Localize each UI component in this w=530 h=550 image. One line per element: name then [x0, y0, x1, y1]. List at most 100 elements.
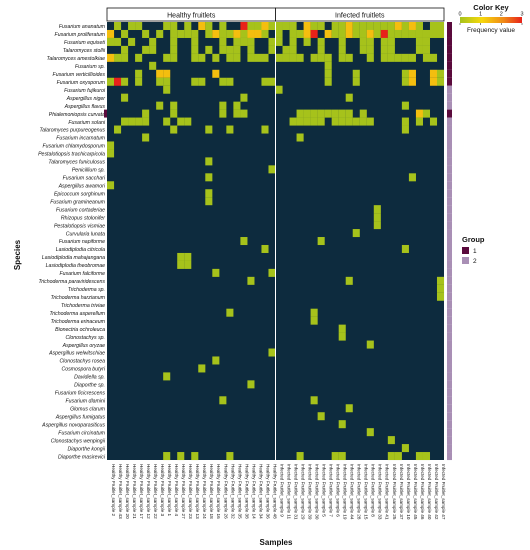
species-label: Phialemoniopsis curvata — [49, 112, 105, 118]
heatmap-cell — [121, 45, 129, 54]
heatmap-cell — [142, 133, 150, 142]
heatmap-cell — [317, 109, 325, 118]
heatmap-cell — [275, 29, 283, 38]
heatmap-cell — [121, 93, 129, 102]
heatmap-cell — [156, 101, 164, 110]
heatmap-cell — [331, 29, 339, 38]
sample-label: Infected Fruitlet_sample 6 — [336, 464, 341, 517]
group-bar-cell — [447, 69, 452, 78]
heatmap-cell — [429, 22, 438, 31]
group-bar-cell — [447, 276, 452, 285]
heatmap-cell — [261, 29, 269, 38]
heatmap-cell — [436, 22, 445, 31]
heatmap-cell — [254, 29, 262, 38]
heatmap-cell — [191, 45, 199, 54]
group-legend-swatch — [462, 247, 469, 254]
heatmap-cell — [170, 22, 178, 31]
group-bar-cell — [447, 149, 452, 158]
heatmap-cell — [219, 45, 227, 54]
heatmap-cell — [191, 29, 199, 38]
group-bar-cell — [447, 260, 452, 269]
heatmap-cell — [135, 69, 143, 78]
heatmap-cell — [254, 53, 262, 62]
species-label: Fusarium verticillioides — [53, 72, 106, 78]
group-bar-cell — [447, 244, 452, 253]
heatmap-cell — [352, 29, 360, 38]
heatmap-cell — [163, 85, 171, 94]
heatmap-cell — [303, 29, 311, 38]
heatmap-cell — [401, 22, 409, 31]
heatmap-cell — [422, 452, 431, 461]
heatmap-cell — [107, 53, 115, 62]
heatmap-cell — [275, 22, 283, 31]
heatmap-cell — [107, 29, 115, 38]
heatmap-cell — [387, 22, 395, 31]
group-bar-cell — [447, 221, 452, 230]
heatmap-cell — [394, 452, 402, 461]
species-label: Talaromyces funiculosus — [48, 160, 105, 166]
heatmap-cell — [233, 109, 241, 118]
heatmap-cell — [401, 444, 409, 453]
species-label: Clonostachys rosea — [59, 359, 105, 365]
heatmap-cell — [324, 61, 332, 70]
group-bar-cell — [447, 45, 452, 54]
heatmap-cell — [380, 22, 388, 31]
heatmap-cell — [142, 45, 150, 54]
group-bar-cell — [447, 388, 452, 397]
species-label: Diaporthe kongii — [68, 446, 106, 452]
group-marker — [104, 109, 107, 118]
heatmap-cell — [149, 45, 157, 54]
heatmap-cell — [121, 117, 129, 126]
sample-label: Healthy Fruitlet_sample 1 — [167, 464, 172, 517]
heatmap-cell — [240, 237, 248, 246]
heatmap-cell — [205, 22, 213, 31]
heatmap-cell — [387, 53, 395, 62]
heatmap-cell — [261, 53, 269, 62]
sample-label: Healthy Fruitlet_sample 13 — [195, 464, 200, 519]
heatmap-cell — [205, 29, 213, 38]
species-label: Fusarium dlamini — [66, 399, 106, 405]
heatmap-cell — [408, 29, 416, 38]
group-bar-cell — [447, 252, 452, 261]
heatmap-cell — [324, 69, 332, 78]
heatmap-cell — [170, 45, 178, 54]
group-bar-cell — [447, 452, 452, 461]
sample-label: Infected Fruitlet_sample 7 — [329, 464, 334, 517]
group-bar-cell — [447, 141, 452, 150]
heatmap-cell — [142, 29, 150, 38]
heatmap-cell — [240, 22, 248, 31]
heatmap-cell — [233, 45, 241, 54]
species-label: Lasiodiplodia mahajangana — [42, 255, 105, 261]
species-labels: Fusarium ananatum Fusarium proliferatum Fu… — [38, 24, 106, 460]
heatmap-cell — [205, 157, 213, 166]
heatmap-cell — [163, 53, 171, 62]
heatmap-cell — [184, 260, 192, 269]
sample-label: Healthy Fruitlet_sample 24 — [202, 464, 207, 519]
heatmap-cell — [359, 37, 367, 46]
heatmap-cell — [415, 29, 423, 38]
heatmap-cell — [401, 244, 409, 253]
heatmap-cell — [219, 77, 227, 86]
heatmap-cell — [212, 69, 220, 78]
sample-labels: Healthy Fruitlet_sample 2 Healthy Fruitle… — [111, 464, 446, 520]
species-label: Aspergillus novoparasiticus — [41, 422, 105, 428]
heatmap-cell — [317, 53, 325, 62]
species-label: Talaromyces stollii — [63, 48, 106, 54]
sample-label: Infected Fruitlet_sample 44 — [350, 464, 355, 520]
heatmap-cell — [268, 22, 276, 31]
heatmap-cell — [359, 117, 367, 126]
x-axis-title: Samples — [260, 538, 293, 547]
heatmap-cell — [415, 45, 423, 54]
heatmap-cell — [226, 77, 234, 86]
species-label: Bionectria ochroleuca — [55, 327, 105, 333]
heatmap-cell — [240, 109, 248, 118]
heatmap-cell — [289, 117, 297, 126]
heatmap-cell — [219, 22, 227, 31]
heatmap-cell — [338, 420, 346, 429]
heatmap-cell — [128, 37, 136, 46]
heatmap-cell — [212, 268, 220, 277]
heatmap-cell — [324, 109, 332, 118]
heatmap-cell — [387, 29, 395, 38]
heatmap-cell — [352, 117, 360, 126]
